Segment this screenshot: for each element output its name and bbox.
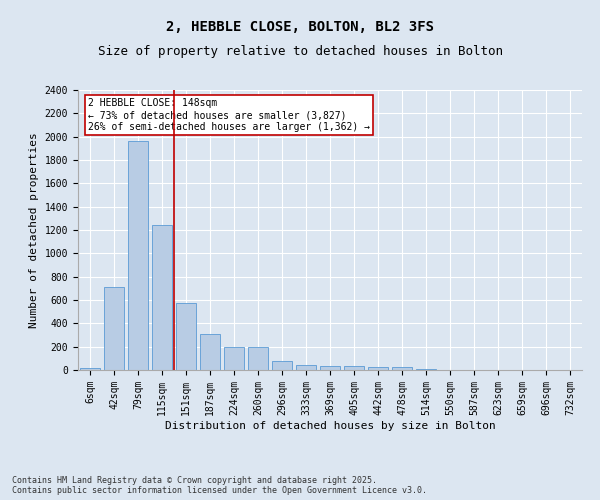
Bar (320, 366, 340, 370)
Text: Contains HM Land Registry data © Crown copyright and database right 2025.
Contai: Contains HM Land Registry data © Crown c… (12, 476, 427, 495)
X-axis label: Distribution of detached houses by size in Bolton: Distribution of detached houses by size … (164, 420, 496, 430)
Text: 2, HEBBLE CLOSE, BOLTON, BL2 3FS: 2, HEBBLE CLOSE, BOLTON, BL2 3FS (166, 20, 434, 34)
Bar (176, 303, 196, 370)
Bar (416, 369, 436, 370)
Bar (224, 346, 244, 370)
Bar (368, 366, 388, 370)
Bar (296, 365, 316, 370)
Bar (152, 226, 172, 370)
Bar (344, 366, 364, 370)
Bar (80, 368, 100, 370)
Bar (104, 287, 124, 370)
Bar (200, 334, 220, 370)
Y-axis label: Number of detached properties: Number of detached properties (29, 132, 39, 328)
Bar (272, 360, 292, 370)
Bar (128, 142, 148, 370)
Bar (392, 366, 412, 370)
Text: Size of property relative to detached houses in Bolton: Size of property relative to detached ho… (97, 45, 503, 58)
Text: 2 HEBBLE CLOSE: 148sqm
← 73% of detached houses are smaller (3,827)
26% of semi-: 2 HEBBLE CLOSE: 148sqm ← 73% of detached… (88, 98, 370, 132)
Bar (248, 346, 268, 370)
